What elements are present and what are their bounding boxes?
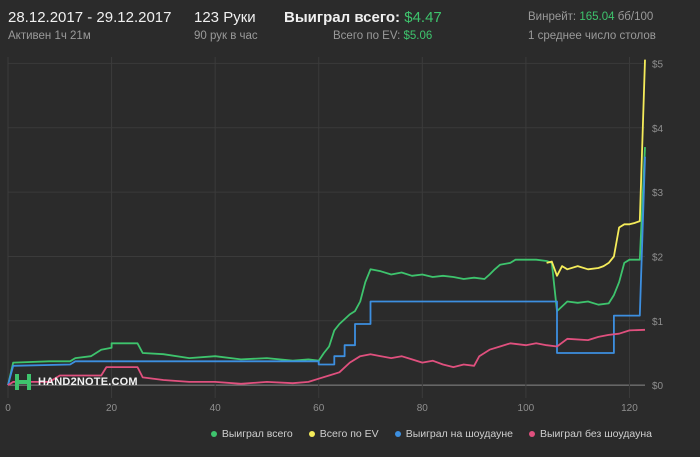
- series-layer: [7, 59, 646, 386]
- grid-layer: [7, 57, 645, 398]
- hand2note-logo-icon: [15, 374, 31, 390]
- x-tick-label: 100: [518, 403, 535, 414]
- y-tick-label: $1: [652, 317, 664, 328]
- legend-item-won-total[interactable]: Выиграл всего: [210, 428, 293, 440]
- legend-dot-non-showdown: [529, 431, 535, 437]
- x-tick-label: 80: [417, 403, 429, 414]
- legend-label-non-showdown: Выиграл без шоудауна: [540, 428, 652, 440]
- active-time: Активен 1ч 21м: [8, 30, 91, 42]
- winrate: Винрейт: 165.04 бб/100: [528, 11, 653, 23]
- avg-tables: 1 среднее число столов: [528, 30, 656, 42]
- x-tick-label: 120: [621, 403, 638, 414]
- x-tick-label: 60: [313, 403, 325, 414]
- chart-legend: Выиграл всего Всего по EV Выиграл на шоу…: [210, 428, 652, 440]
- date-range: 28.12.2017 - 29.12.2017: [8, 9, 172, 26]
- hand2note-logo: HAND2NOTE.COM: [14, 373, 138, 391]
- legend-label-won-total: Выиграл всего: [221, 428, 293, 440]
- x-tick-label: 20: [106, 403, 118, 414]
- legend-label-ev: Всего по EV: [319, 428, 379, 440]
- y-tick-label: $0: [652, 381, 664, 392]
- legend-dot-showdown: [394, 431, 401, 437]
- legend-label-showdown: Выиграл на шоудауне: [405, 428, 513, 440]
- won-total: Выиграл всего: $4.47: [284, 9, 442, 26]
- hand2note-logo-text: HAND2NOTE.COM: [38, 376, 138, 388]
- x-tick-label: 0: [5, 403, 11, 414]
- ev-total: Всего по EV: $5.06: [333, 30, 432, 42]
- won-total-value: $4.47: [404, 9, 442, 26]
- y-tick-label: $4: [652, 124, 664, 135]
- ev-label: Всего по EV:: [333, 30, 401, 42]
- legend-item-non-showdown[interactable]: Выиграл без шоудауна: [529, 428, 652, 440]
- x-tick-labels: 0 20 40 60 80 100 120: [5, 403, 638, 414]
- y-tick-labels: $0 $1 $2 $3 $4 $5: [652, 59, 664, 392]
- legend-item-ev[interactable]: Всего по EV: [308, 428, 379, 440]
- legend-dot-won-total: [210, 431, 217, 437]
- won-total-label: Выиграл всего:: [284, 9, 401, 26]
- hands-count: 123 Руки: [194, 9, 256, 26]
- x-tick-label: 40: [210, 403, 222, 414]
- hands-per-hour: 90 рук в час: [194, 30, 258, 42]
- y-tick-label: $3: [652, 188, 664, 199]
- winrate-label: Винрейт:: [528, 11, 577, 23]
- winrate-unit: бб/100: [617, 11, 654, 23]
- series-line-3: [7, 328, 646, 386]
- y-tick-label: $5: [652, 59, 664, 70]
- ev-value: $5.06: [403, 30, 433, 42]
- y-tick-label: $2: [652, 252, 664, 263]
- legend-dot-ev: [308, 431, 315, 437]
- series-line-1: [546, 59, 646, 277]
- winrate-value: 165.04: [579, 11, 615, 23]
- legend-item-showdown[interactable]: Выиграл на шоудауне: [394, 428, 513, 440]
- series-line-0: [7, 147, 646, 386]
- series-line-2: [7, 156, 646, 386]
